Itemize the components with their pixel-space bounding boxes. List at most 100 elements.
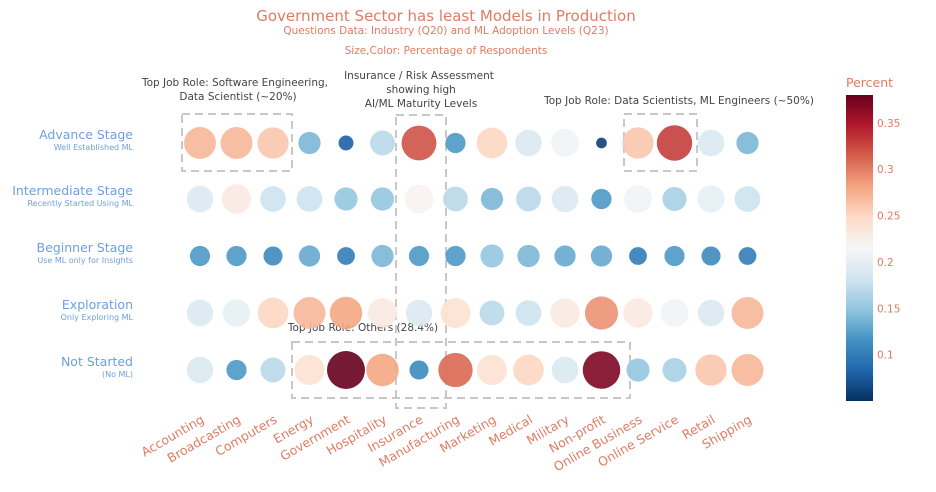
bubble-hospitality-3 — [367, 298, 398, 328]
bubble-online service-0 — [656, 125, 693, 161]
bubble-government-2 — [337, 247, 355, 265]
bubble-manufacturing-1 — [443, 186, 468, 212]
annotation-software-eng-line-1: Top Job Role: Software Engineering, — [141, 77, 328, 89]
bubble-broadcasting-4 — [226, 359, 247, 381]
bubble-accounting-4 — [186, 356, 214, 384]
bubble-online business-3 — [623, 298, 653, 328]
bubble-energy-2 — [298, 245, 321, 267]
y-label-0: Advance Stage — [39, 127, 133, 142]
colorbar-tick-1: 0.15 — [877, 303, 900, 315]
bubble-retail-0 — [697, 129, 725, 157]
bubble-broadcasting-3 — [222, 299, 251, 327]
bubble-computers-0 — [257, 127, 289, 159]
bubble-online service-4 — [662, 357, 687, 383]
bubble-non-profit-4 — [582, 351, 621, 389]
colorbar-tick-3: 0.25 — [877, 211, 900, 223]
bubble-marketing-3 — [479, 300, 505, 326]
bubble-non-profit-2 — [590, 245, 613, 267]
bubble-manufacturing-3 — [440, 297, 471, 329]
y-label-2: Beginner Stage — [37, 240, 134, 255]
annotation-insurance-line-3: AI/ML Maturity Levels — [365, 98, 477, 110]
colorbar-tick-4: 0.3 — [877, 164, 894, 176]
bubble-hospitality-2 — [371, 244, 394, 268]
bubble-broadcasting-0 — [220, 127, 253, 159]
bubble-non-profit-3 — [584, 296, 619, 330]
bubble-hospitality-4 — [366, 353, 399, 387]
bubble-computers-1 — [260, 186, 286, 212]
bubble-marketing-0 — [476, 127, 508, 159]
bubble-energy-3 — [293, 297, 326, 329]
bubble-broadcasting-1 — [221, 184, 252, 214]
bubble-military-3 — [550, 298, 580, 328]
y-label-1: Intermediate Stage — [12, 183, 133, 198]
bubble-shipping-1 — [734, 186, 761, 212]
bubble-government-3 — [329, 296, 363, 330]
bubble-online business-4 — [626, 358, 650, 382]
bubble-retail-1 — [697, 185, 725, 213]
bubble-medical-2 — [517, 244, 540, 268]
bubble-medical-3 — [515, 300, 542, 326]
bubble-computers-3 — [257, 297, 289, 329]
bubble-shipping-3 — [731, 297, 764, 329]
bubble-insurance-0 — [401, 125, 437, 161]
bubble-medical-4 — [513, 354, 544, 386]
bubble-manufacturing-0 — [445, 132, 466, 154]
chart-subtitle: Questions Data: Industry (Q20) and ML Ad… — [283, 25, 608, 37]
bubble-online business-0 — [622, 127, 654, 159]
colorbar-gradient — [846, 95, 873, 401]
bubble-retail-4 — [695, 354, 727, 386]
bubble-non-profit-1 — [591, 188, 612, 210]
bubble-computers-2 — [263, 246, 283, 266]
bubble-accounting-0 — [184, 127, 216, 159]
bubble-online service-2 — [664, 245, 685, 267]
y-label-4: Not Started — [61, 354, 133, 369]
y-sublabel-1: Recently Started Using ML — [27, 199, 133, 208]
bubble-insurance-3 — [405, 299, 433, 327]
bubble-energy-4 — [294, 354, 325, 386]
annotation-box-insurance — [395, 114, 447, 409]
bubble-hospitality-1 — [370, 187, 395, 211]
colorbar-tick-5: 0.35 — [877, 118, 900, 130]
bubble-energy-0 — [298, 131, 321, 155]
bubble-online business-1 — [624, 185, 652, 213]
annotation-box-software-eng — [181, 113, 293, 172]
annotation-others-line-1: Top Job Role: Others (28.4%) — [287, 322, 438, 334]
bubble-insurance-4 — [409, 360, 429, 380]
colorbar-ticks: 0.1 0.15 0.2 0.25 0.3 0.35 — [877, 118, 900, 362]
bubble-government-0 — [338, 135, 354, 151]
bubble-retail-2 — [701, 246, 721, 266]
y-sublabel-2: Use ML only for Insights — [37, 256, 133, 265]
annotation-software-eng-line-2: Data Scientist (~20%) — [179, 91, 296, 103]
bubble-non-profit-0 — [596, 137, 607, 149]
bubble-medical-0 — [515, 129, 542, 157]
chart-subtitle-2: Size,Color: Percentage of Respondents — [345, 45, 548, 57]
bubble-manufacturing-4 — [438, 352, 473, 388]
bubble-accounting-2 — [189, 245, 211, 267]
bubble-marketing-4 — [476, 354, 508, 386]
bubble-insurance-1 — [404, 184, 434, 214]
bubble-hospitality-0 — [370, 130, 395, 156]
bubble-insurance-2 — [408, 245, 430, 267]
bubble-manufacturing-2 — [445, 245, 466, 267]
bubble-online business-2 — [629, 247, 647, 265]
bubble-computers-4 — [260, 357, 286, 383]
bubble-military-1 — [551, 185, 579, 213]
bubble-shipping-4 — [731, 354, 764, 386]
colorbar-tick-0: 0.1 — [877, 350, 894, 362]
annotation-ds-ml-line-1: Top Job Role: Data Scientists, ML Engine… — [543, 95, 814, 107]
bubble-layer — [184, 125, 764, 389]
bubble-government-4 — [327, 351, 365, 389]
bubble-broadcasting-2 — [226, 245, 247, 267]
bubble-shipping-0 — [736, 131, 759, 155]
bubble-accounting-1 — [186, 185, 214, 213]
bubble-online service-3 — [660, 299, 689, 327]
y-sublabel-4: (No ML) — [102, 370, 133, 379]
y-sublabel-3: Only Exploring ML — [61, 313, 134, 322]
bubble-government-1 — [334, 187, 358, 211]
bubble-energy-1 — [296, 186, 323, 212]
annotation-insurance-line-1: Insurance / Risk Assessment — [344, 70, 494, 82]
bubble-military-4 — [551, 356, 579, 384]
chart-title: Government Sector has least Models in Pr… — [256, 7, 636, 25]
bubble-military-0 — [551, 129, 579, 157]
